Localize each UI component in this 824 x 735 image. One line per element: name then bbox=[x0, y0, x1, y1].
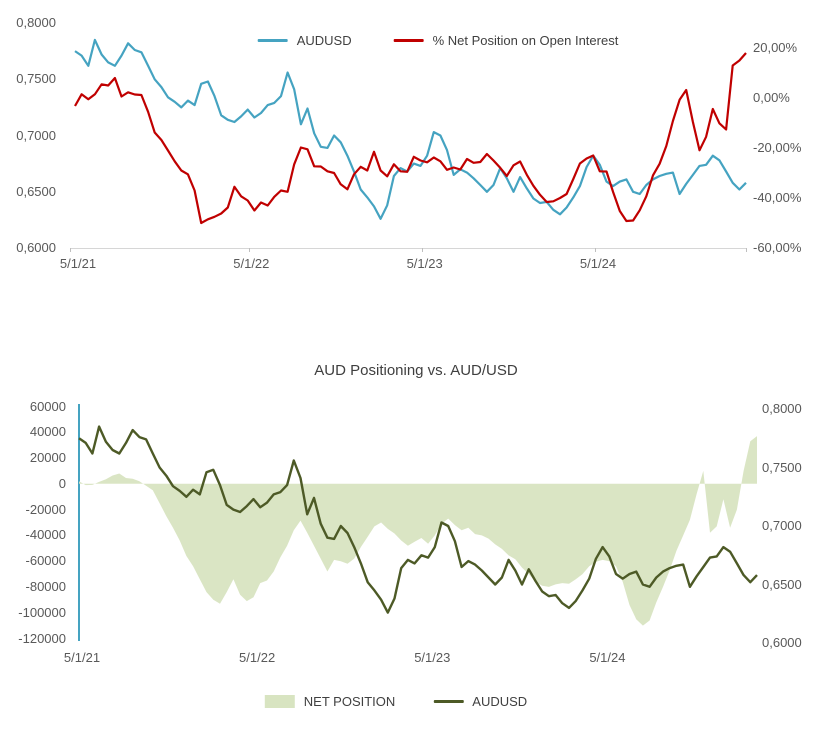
bottom-y-left-tick-label: 60000 bbox=[29, 398, 66, 414]
bottom-x-tick-label: 5/1/21 bbox=[63, 650, 101, 665]
bottom-x-tick-label: 5/1/23 bbox=[414, 650, 451, 665]
top-y-left-tick-label: 0,6500 bbox=[16, 183, 56, 199]
top-y-left-tick-label: 0,7500 bbox=[16, 71, 56, 87]
top-x-tick-mark bbox=[595, 248, 596, 252]
top-x-tick-mark bbox=[70, 248, 71, 252]
top-y-left-tick-label: 0,8000 bbox=[16, 15, 56, 30]
bottom-y-axis-line bbox=[78, 404, 80, 641]
top-y-right-tick-label: 0,00% bbox=[753, 90, 790, 105]
net-position-area bbox=[79, 436, 757, 626]
bottom-x-tick-label: 5/1/24 bbox=[589, 650, 626, 665]
bottom-y-left-tick-label: -100000 bbox=[18, 604, 66, 620]
top-x-tick-label: 5/1/21 bbox=[59, 256, 97, 271]
top-x-tick-label: 5/1/22 bbox=[233, 256, 270, 271]
audusd-line-swatch-icon bbox=[257, 39, 288, 42]
bottom-y-left-tick-label: -40000 bbox=[25, 527, 66, 543]
net-position-line-swatch-icon bbox=[393, 39, 424, 42]
bottom-y-left-tick-label: 20000 bbox=[29, 450, 66, 466]
bottom-y-right-tick-label: 0,6000 bbox=[762, 635, 802, 650]
top-chart-legend: AUDUSD % Net Position on Open Interest bbox=[257, 33, 619, 48]
top-x-tick-label: 5/1/24 bbox=[579, 256, 617, 271]
bottom-y-right-tick-label: 0,6500 bbox=[762, 576, 802, 592]
legend-label-net-position: NET POSITION bbox=[303, 694, 396, 709]
legend-item-audusd: AUDUSD bbox=[257, 33, 352, 48]
top-y-right-tick-label: -60,00% bbox=[753, 240, 802, 255]
bottom-y-left-tick-label: -120000 bbox=[18, 630, 66, 646]
top-x-tick-mark bbox=[422, 248, 423, 252]
audusd-bottom-line bbox=[78, 425, 758, 614]
bottom-y-right-tick-label: 0,7000 bbox=[762, 518, 802, 533]
bottom-y-left-tick-label: 40000 bbox=[29, 424, 66, 440]
bottom-y-left-tick-label: -60000 bbox=[25, 553, 66, 569]
bottom-x-tick-label: 5/1/22 bbox=[239, 650, 276, 665]
bottom-y-right-tick-label: 0,8000 bbox=[762, 401, 802, 416]
bottom-y-right-tick-label: 0,7500 bbox=[762, 459, 802, 475]
top-y-left-tick-label: 0,6000 bbox=[16, 240, 56, 255]
top-y-right-tick-label: -20,00% bbox=[753, 140, 802, 155]
pct-net-position-line bbox=[74, 52, 747, 225]
bottom-chart-title: AUD Positioning vs. AUD/USD bbox=[314, 362, 518, 379]
legend-label-audusd-bottom: AUDUSD bbox=[472, 694, 528, 709]
top-x-tick-label: 5/1/23 bbox=[406, 256, 443, 271]
top-x-tick-mark bbox=[249, 248, 250, 252]
top-y-right-tick-label: -40,00% bbox=[753, 190, 802, 205]
bottom-y-left-tick-label: 0 bbox=[58, 475, 66, 491]
bottom-y-left-tick-label: -20000 bbox=[25, 501, 66, 517]
top-x-axis-line bbox=[70, 248, 747, 249]
legend-label-audusd: AUDUSD bbox=[296, 33, 352, 48]
top-y-left-tick-label: 0,7000 bbox=[16, 127, 56, 143]
audusd-bottom-line-swatch-icon bbox=[433, 700, 464, 703]
legend-item-net-position: NET POSITION bbox=[264, 694, 396, 709]
net-position-area-swatch-icon bbox=[264, 695, 295, 708]
legend-item-audusd-bottom: AUDUSD bbox=[433, 694, 527, 709]
top-x-tick-mark bbox=[746, 248, 747, 252]
legend-label-net-position-pct: % Net Position on Open Interest bbox=[432, 33, 619, 48]
top-y-right-tick-label: 20,00% bbox=[753, 40, 798, 55]
bottom-chart-legend: NET POSITION AUDUSD bbox=[264, 694, 527, 709]
bottom-y-left-tick-label: -80000 bbox=[25, 578, 66, 594]
legend-item-net-position-pct: % Net Position on Open Interest bbox=[393, 33, 619, 48]
audusd-top-line bbox=[74, 38, 747, 220]
